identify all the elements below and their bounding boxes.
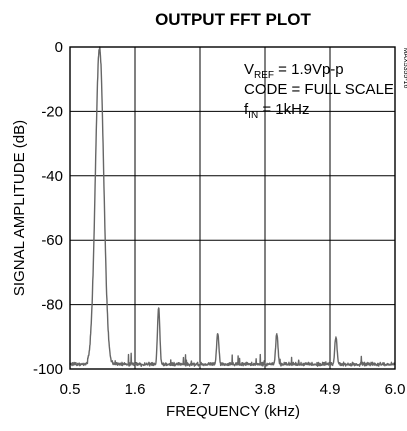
peak-point-5: [335, 336, 337, 338]
x-axis-label: FREQUENCY (kHz): [166, 403, 300, 420]
x-tick-label: 3.8: [255, 381, 276, 398]
y-tick-label: -40: [41, 168, 63, 185]
x-tick-label: 6.0: [385, 381, 406, 398]
peak-point-3: [217, 332, 219, 335]
annotation-fin: fIN = 1kHz: [244, 101, 309, 121]
annotation-vref: VREF = 1.9Vp-p: [244, 61, 344, 81]
x-tick-label: 2.7: [190, 381, 211, 398]
x-tick-labels: 0.5 1.6 2.7 3.8 4.9 6.0: [60, 381, 406, 398]
y-tick-label: -100: [33, 361, 63, 378]
annotation-box: VREF = 1.9Vp-p CODE = FULL SCALE fIN = 1…: [244, 61, 394, 121]
y-tick-label: -80: [41, 297, 63, 314]
figure-code: MAX5355-16: [402, 48, 407, 89]
x-tick-label: 0.5: [60, 381, 81, 398]
plot-frame: [69, 46, 396, 370]
grid: [70, 47, 395, 369]
x-tick-label: 1.6: [125, 381, 146, 398]
y-tick-labels: 0 -20 -40 -60 -80 -100: [33, 39, 63, 378]
y-axis-label: SIGNAL AMPLITUDE (dB): [11, 120, 28, 296]
x-tick-label: 4.9: [320, 381, 341, 398]
y-tick-label: -60: [41, 232, 63, 249]
annotation-code: CODE = FULL SCALE: [244, 81, 394, 98]
peak-point-2: [158, 307, 160, 309]
chart-title: OUTPUT FFT PLOT: [155, 10, 311, 29]
y-tick-label: 0: [55, 39, 63, 56]
y-tick-label: -20: [41, 103, 63, 120]
peak-point-4: [276, 332, 278, 335]
spectrum-trace: [69, 46, 396, 367]
